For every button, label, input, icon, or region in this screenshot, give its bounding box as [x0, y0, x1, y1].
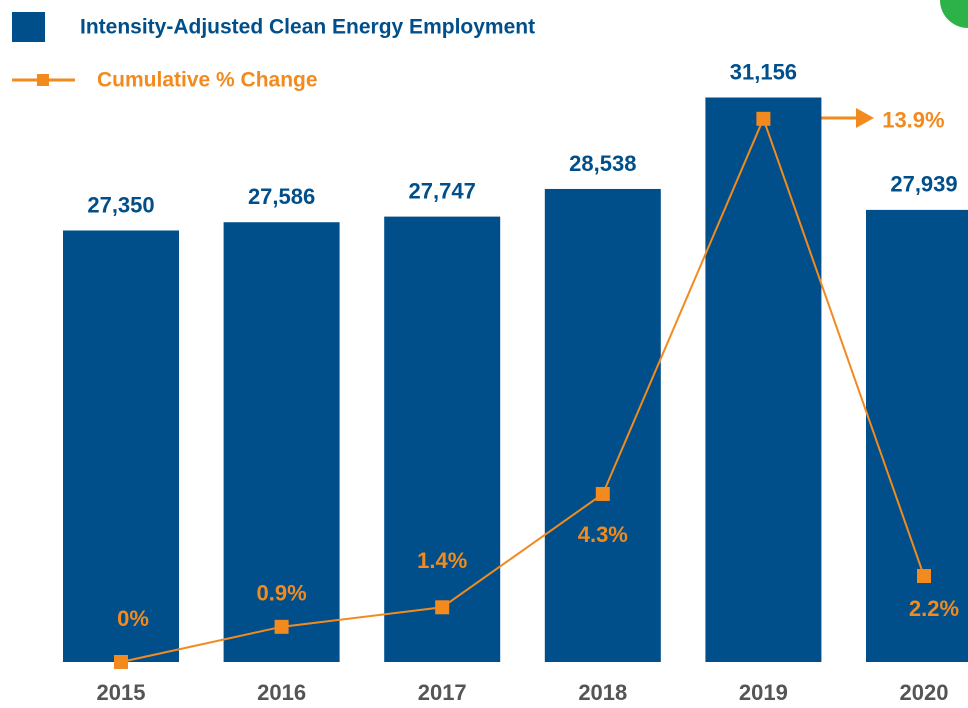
x-tick-label: 2020 [900, 680, 949, 705]
bar [63, 230, 179, 662]
line-marker [756, 111, 771, 126]
line-value-label: 1.4% [417, 548, 467, 573]
x-tick-label: 2017 [418, 680, 467, 705]
x-tick-label: 2018 [578, 680, 627, 705]
line-value-label: 0.9% [257, 581, 307, 606]
bar-value-label: 27,939 [890, 172, 957, 197]
annotation-arrowhead [856, 108, 874, 128]
legend-swatch-marker [37, 74, 49, 86]
bar-value-label: 27,350 [87, 192, 154, 217]
bar [705, 97, 822, 662]
corner-badge [940, 0, 968, 28]
line-marker [435, 600, 450, 615]
line-value-label: 2.2% [909, 596, 959, 621]
bar-value-label: 31,156 [730, 59, 797, 84]
legend-label: Intensity-Adjusted Clean Energy Employme… [80, 16, 535, 39]
line [120, 116, 925, 663]
x-tick-label: 2016 [257, 680, 306, 705]
bar-value-label: 28,538 [569, 151, 636, 176]
x-tick-label: 2015 [97, 680, 146, 705]
legend-swatch-bar [12, 12, 45, 42]
bar [866, 209, 968, 662]
line-marker [274, 619, 289, 634]
line-value-label: 13.9% [882, 108, 944, 133]
x-tick-label: 2019 [739, 680, 788, 705]
bar-value-label: 27,586 [248, 184, 315, 209]
line-value-label: 0% [117, 606, 149, 631]
bar [384, 216, 501, 662]
bar [223, 222, 340, 662]
bar-value-label: 27,747 [409, 178, 476, 203]
line-marker [917, 569, 931, 584]
line-value-label: 4.3% [578, 522, 628, 547]
line-marker [114, 655, 128, 669]
bar [544, 188, 661, 662]
legend-label: Cumulative % Change [97, 69, 318, 92]
line-marker [595, 486, 610, 501]
